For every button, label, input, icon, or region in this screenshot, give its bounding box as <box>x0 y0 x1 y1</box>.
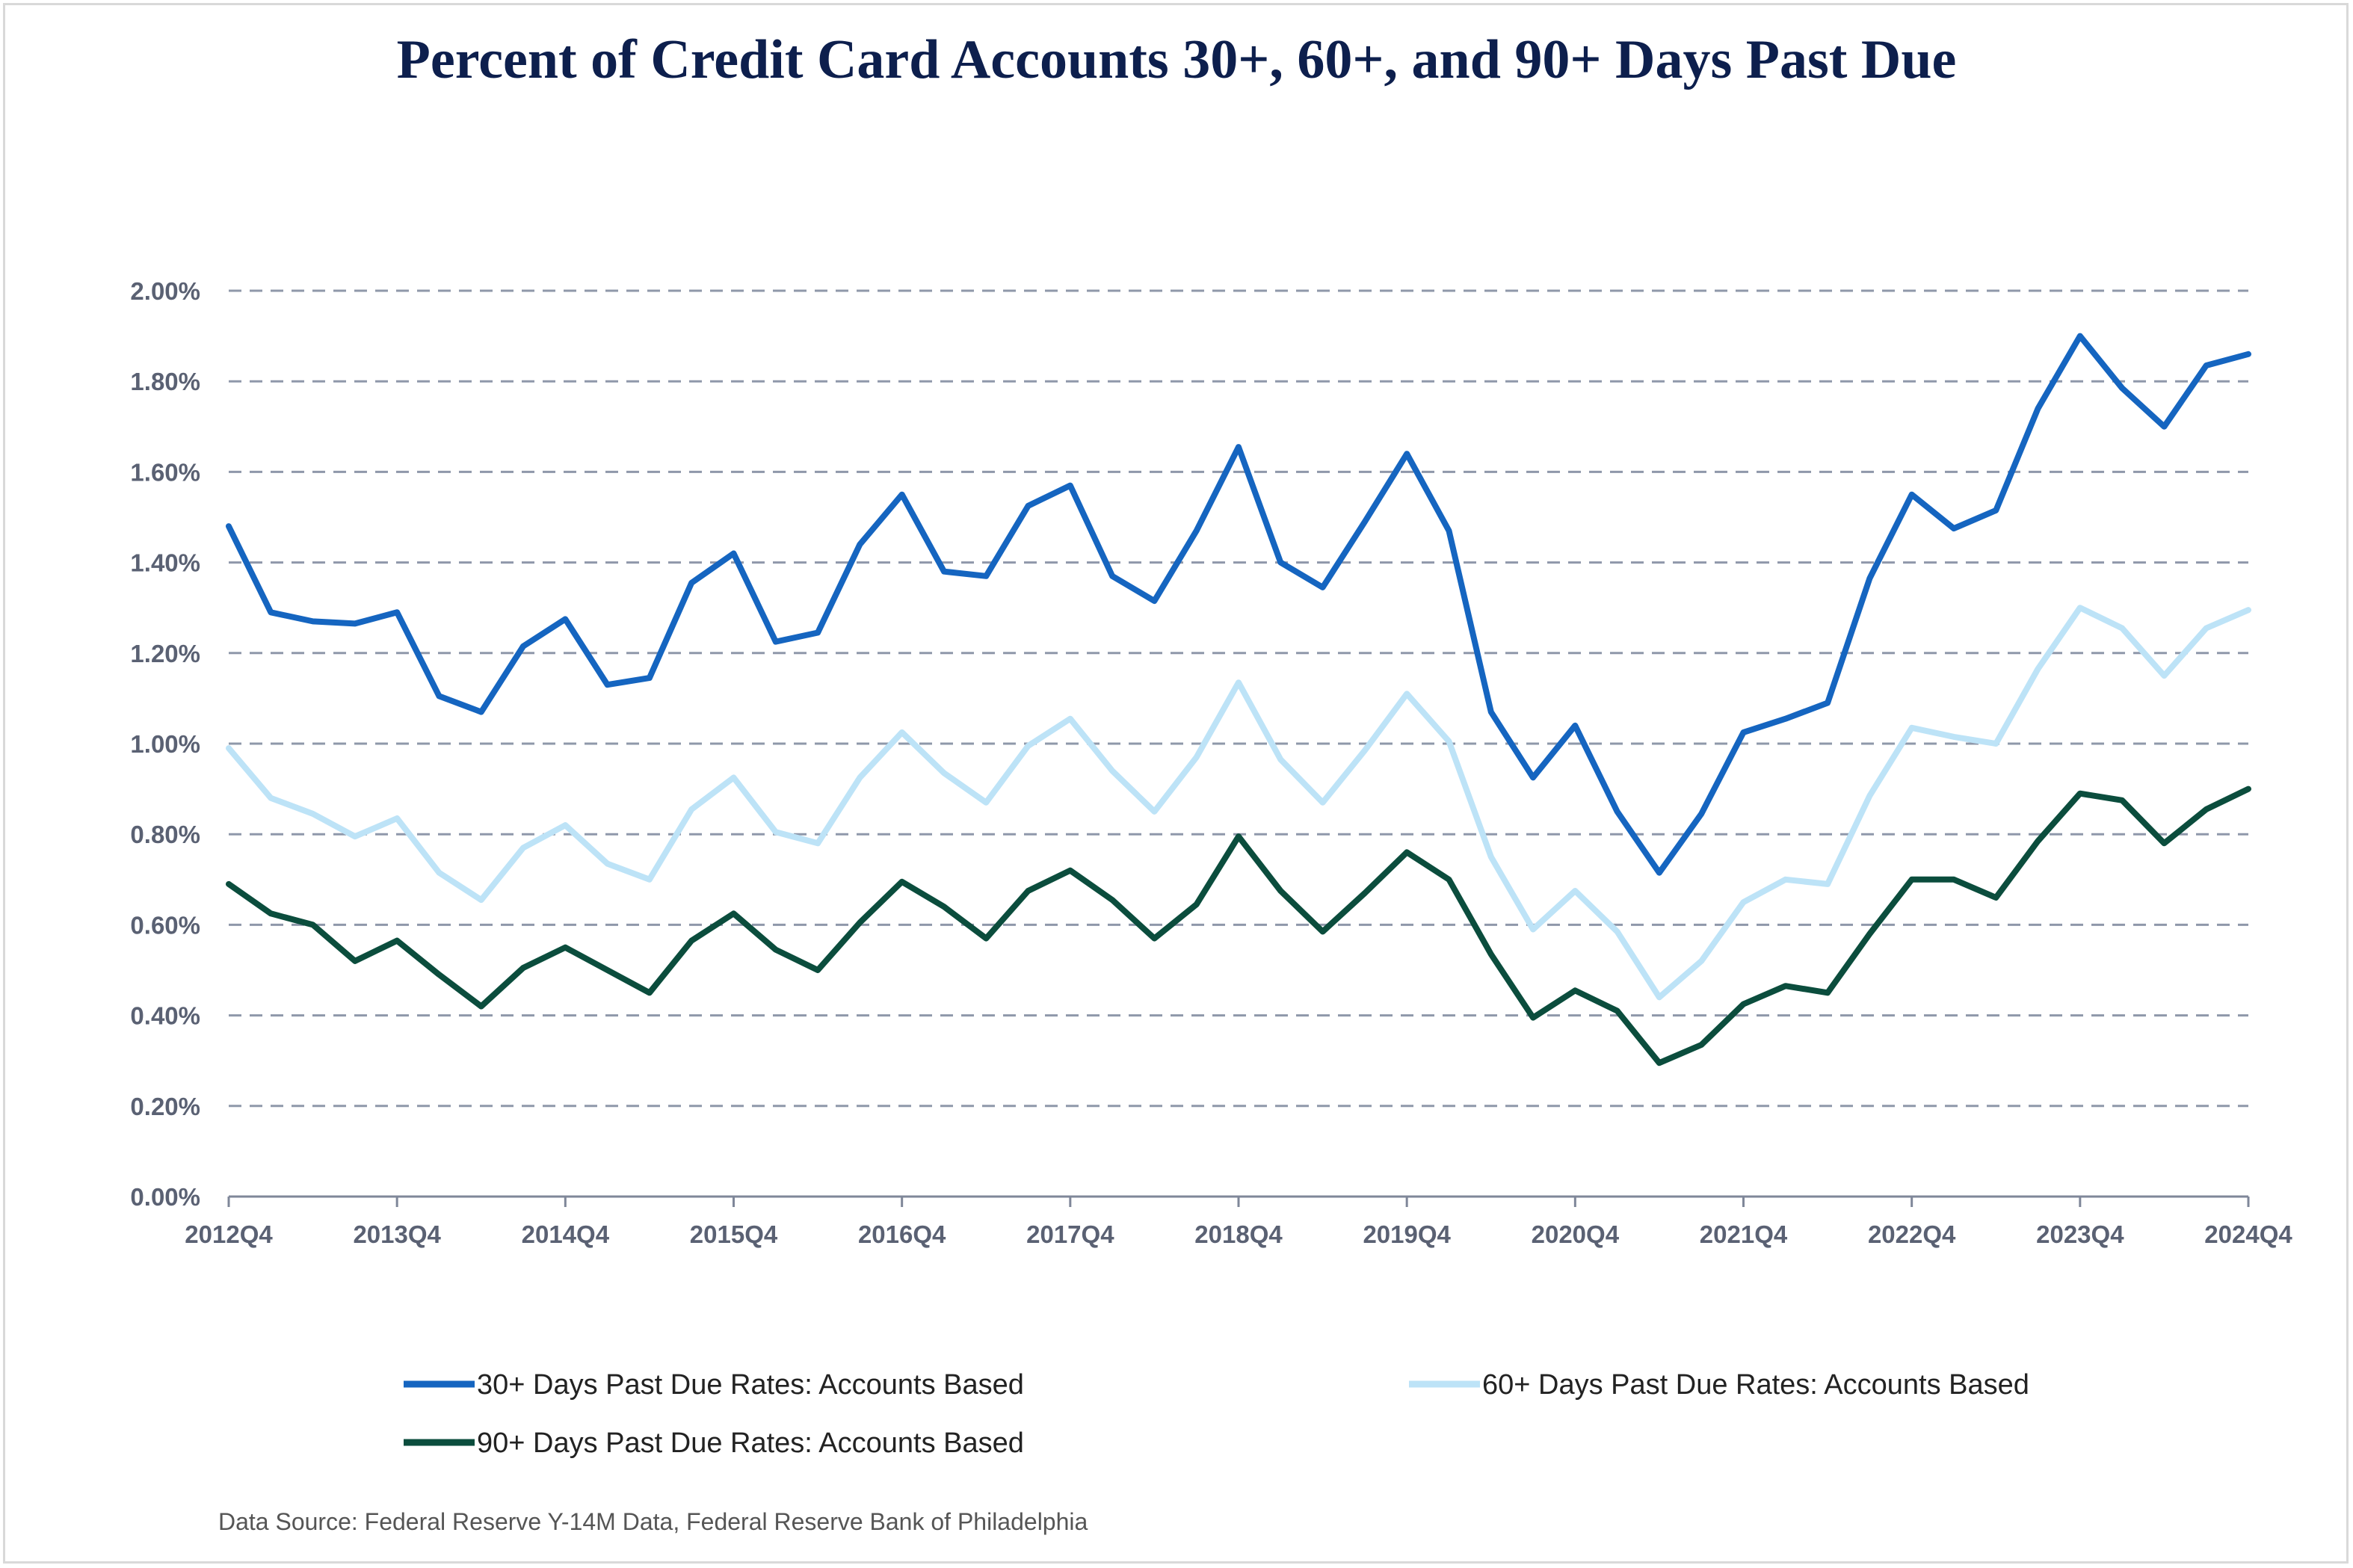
gridlines <box>229 289 2248 1108</box>
y-axis: 0.00% 0.20% 0.40% 0.60% 0.80% 1.00% 1.20% 1.40%… <box>130 277 200 1211</box>
series-line-2 <box>226 605 2251 1001</box>
x-axis: 2012Q4 2013Q4 2014Q4 2015Q4 2016Q4 2017Q4 2018… <box>185 1195 2292 1248</box>
x-tick-label: 2014Q4 <box>522 1220 610 1248</box>
y-tick-label: 0.80% <box>130 821 200 848</box>
y-tick-label: 0.00% <box>130 1183 200 1211</box>
y-tick-label: 2.00% <box>130 277 200 305</box>
chart-frame <box>3 3 2349 1564</box>
y-tick-label: 1.40% <box>130 549 200 577</box>
y-tick-label: 0.60% <box>130 911 200 939</box>
x-tick-label: 2018Q4 <box>1194 1220 1283 1248</box>
x-tick-label: 2019Q4 <box>1363 1220 1451 1248</box>
y-tick-label: 0.20% <box>130 1093 200 1120</box>
legend: 30+ Days Past Due Rates: Accounts Based 6… <box>404 1369 2029 1459</box>
y-tick-label: 1.60% <box>130 458 200 486</box>
x-tick-label: 2017Q4 <box>1026 1220 1114 1248</box>
y-tick-label: 1.00% <box>130 730 200 758</box>
y-tick-label: 0.40% <box>130 1002 200 1030</box>
x-tick-label: 2012Q4 <box>185 1220 273 1248</box>
x-tick-label: 2020Q4 <box>1532 1220 1620 1248</box>
x-tick-label: 2024Q4 <box>2204 1220 2292 1248</box>
y-tick-label: 1.80% <box>130 368 200 395</box>
legend-label-1: 30+ Days Past Due Rates: Accounts Based <box>477 1369 1024 1401</box>
legend-label-3: 90+ Days Past Due Rates: Accounts Based <box>477 1427 1024 1459</box>
x-tick-label: 2016Q4 <box>858 1220 946 1248</box>
x-tick-label: 2013Q4 <box>353 1220 441 1248</box>
y-tick-label: 1.20% <box>130 640 200 667</box>
x-tick-label: 2022Q4 <box>1868 1220 1956 1248</box>
x-tick-label: 2015Q4 <box>690 1220 778 1248</box>
series-line-1 <box>226 333 2251 876</box>
data-source-note: Data Source: Federal Reserve Y-14M Data,… <box>218 1508 1088 1535</box>
chart-title: Percent of Credit Card Accounts 30+, 60+… <box>396 29 1957 90</box>
x-tick-label: 2023Q4 <box>2036 1220 2124 1248</box>
series-lines <box>226 333 2251 1067</box>
series-line-3 <box>226 785 2251 1067</box>
legend-label-2: 60+ Days Past Due Rates: Accounts Based <box>1482 1369 2029 1401</box>
x-tick-label: 2021Q4 <box>1700 1220 1788 1248</box>
